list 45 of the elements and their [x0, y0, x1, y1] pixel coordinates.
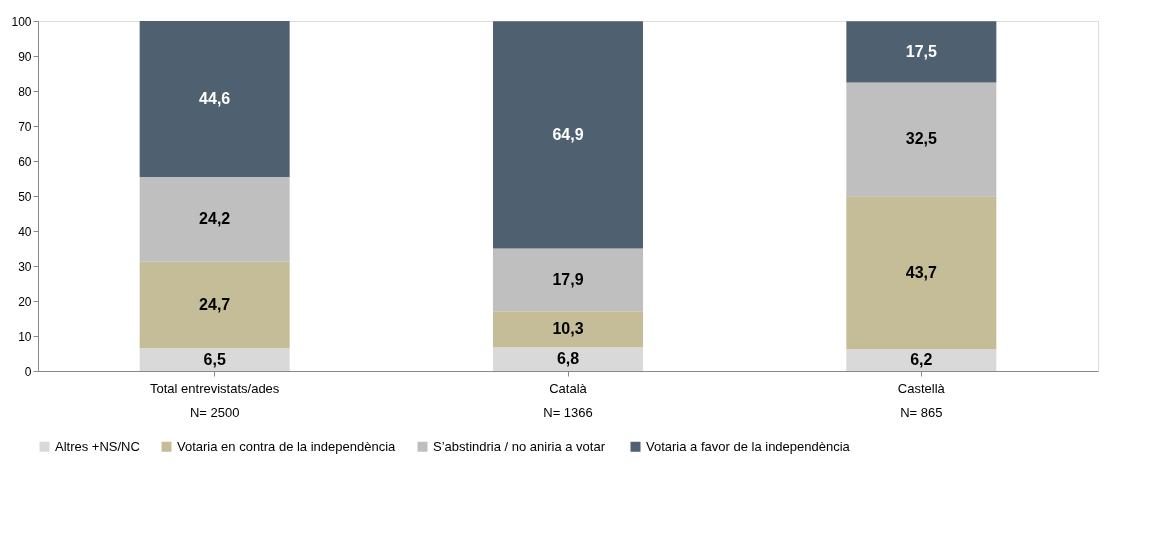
text: N= 865	[900, 405, 943, 420]
bar	[846, 196, 997, 350]
bar	[493, 311, 643, 348]
y-tick-label: 10	[18, 329, 32, 344]
legend-label: Votaria en contra de la independència	[177, 438, 397, 454]
data-label: 43,7	[905, 263, 938, 281]
bar	[846, 21, 997, 83]
data-label: 10,3	[552, 320, 584, 338]
bar	[493, 347, 643, 371]
y-tick-label: 60	[18, 154, 32, 169]
y-tick-label: 30	[18, 259, 32, 274]
bar	[493, 248, 643, 312]
data-label: 64,9	[552, 125, 584, 143]
y-tick-label: 90	[18, 49, 32, 64]
y-tick-label: 100	[11, 14, 32, 29]
data-label: 6,8	[556, 350, 580, 368]
bar	[846, 349, 997, 371]
legend-label: Altres +NS/NC	[55, 438, 140, 454]
y-tick-label: 50	[18, 189, 32, 204]
y-tick-label: 80	[18, 84, 32, 99]
data-label: 44,6	[199, 90, 231, 108]
text: N= 2500	[189, 405, 240, 420]
data-label: 6,2	[910, 351, 933, 369]
data-label: 17,5	[905, 42, 938, 60]
data-label: 32,5	[905, 130, 938, 148]
data-label: 24,2	[199, 210, 231, 228]
legend-label: S’abstindria / no aniria a votar	[433, 438, 606, 454]
x-tick-label: Total entrevistats/ades	[149, 380, 280, 396]
bar	[139, 348, 290, 371]
bar	[139, 21, 290, 178]
bar	[139, 261, 290, 349]
y-tick-label: 70	[18, 119, 32, 134]
bar	[846, 82, 997, 197]
text: N= 1366	[543, 405, 593, 420]
y-tick-label: 0	[24, 364, 32, 379]
y-tick-label: 40	[18, 224, 32, 239]
y-tick-label: 20	[18, 294, 32, 309]
data-label: 6,5	[203, 350, 226, 368]
legend-label: Votaria a favor de la independència	[646, 438, 851, 454]
bar	[493, 21, 643, 249]
x-tick-label: Català	[549, 380, 588, 396]
bar	[139, 177, 290, 262]
data-label: 17,9	[552, 270, 584, 288]
x-tick-label: Castellà	[897, 380, 946, 396]
data-label: 24,7	[199, 296, 231, 314]
